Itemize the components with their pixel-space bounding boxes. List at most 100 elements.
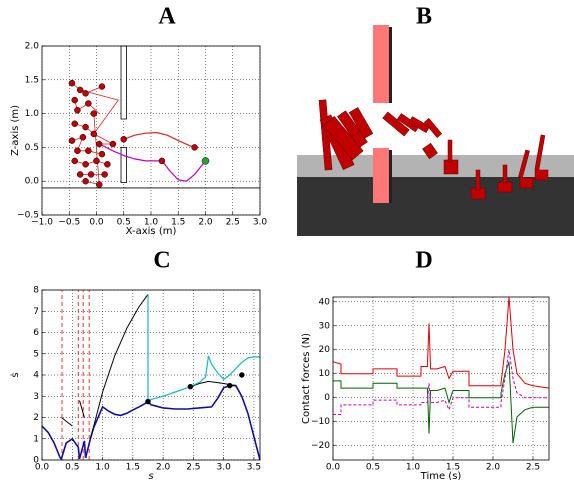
y-tick-label: 3 xyxy=(33,392,39,402)
x-tick-label: 2.5 xyxy=(526,463,540,473)
point xyxy=(158,157,166,165)
x-tick-label: 2.5 xyxy=(226,218,240,228)
x-tick-label: 2.0 xyxy=(156,463,171,473)
point xyxy=(104,161,111,168)
x-tick-label: 2.0 xyxy=(486,463,501,473)
y-tick-label: 1 xyxy=(33,434,39,444)
y-tick-label: 6 xyxy=(33,328,39,338)
plot-area xyxy=(333,297,549,460)
x-tick-label: 3.5 xyxy=(247,463,261,473)
point xyxy=(82,90,89,97)
point xyxy=(68,79,76,87)
series-line xyxy=(61,294,236,439)
panel-label: B xyxy=(416,4,432,30)
point xyxy=(90,110,98,117)
point xyxy=(76,171,84,178)
y-tick-label: 0.5 xyxy=(25,143,39,153)
x-tick-label: 0.0 xyxy=(326,463,341,473)
x-axis-label: X-axis (m) xyxy=(126,226,177,237)
x-tick-label: 1.5 xyxy=(171,218,185,228)
point xyxy=(98,83,106,90)
x-tick-label: 2.5 xyxy=(186,463,200,473)
point xyxy=(109,140,117,148)
y-tick-label: 40 xyxy=(319,297,331,307)
panel-label: A xyxy=(158,4,176,30)
y-tick-label: 1.0 xyxy=(25,109,40,119)
point xyxy=(68,137,76,144)
point xyxy=(74,147,81,155)
axes-frame xyxy=(332,296,550,461)
obstacle xyxy=(120,146,127,183)
series-line xyxy=(333,361,549,444)
y-tick-label: 30 xyxy=(319,321,331,331)
point xyxy=(187,383,194,390)
y-tick-label: 8 xyxy=(33,286,39,296)
point xyxy=(71,157,78,165)
pillar-edge xyxy=(389,150,392,203)
y-tick-label: 0 xyxy=(324,393,330,403)
y-tick-label: −20 xyxy=(311,441,330,451)
chart: −1.0 −0.5 0.0 0.5 1.0 1.5 2.0 2.5 3.0−0.50.00.51… xyxy=(10,42,267,238)
point xyxy=(95,181,103,188)
point xyxy=(239,372,245,378)
series-line xyxy=(332,296,550,389)
point xyxy=(79,134,87,141)
x-tick-label: −0.5 xyxy=(58,218,80,228)
x-tick-label: 0.0 xyxy=(89,218,104,228)
render-scene xyxy=(297,25,574,236)
x-tick-label: 0.0 xyxy=(35,463,50,473)
x-tick-label: 1.5 xyxy=(446,463,460,473)
x-tick-label: −1.0 xyxy=(31,218,53,228)
x-axis-label: Time (s) xyxy=(420,471,462,480)
pillar-edge xyxy=(389,27,392,103)
point xyxy=(85,147,92,155)
chart: 0.0 0.5 1.0 1.5 2.0 2.5 3.0 3.5 0 1 2 3 4 5 6 7 8 s ṡ xyxy=(10,286,261,480)
y-tick-label: 5 xyxy=(33,349,39,359)
x-tick-label: 1.0 xyxy=(406,463,421,473)
point xyxy=(93,157,100,165)
pillar xyxy=(373,25,389,103)
x-tick-label: 0.5 xyxy=(117,218,131,228)
point xyxy=(95,140,103,148)
x-tick-label: 1.0 xyxy=(144,218,159,228)
robot-poses xyxy=(318,99,549,200)
x-tick-label: 3.0 xyxy=(253,218,268,228)
point xyxy=(76,86,84,94)
x-tick-label: 3.0 xyxy=(217,463,232,473)
x-tick-label: 1.5 xyxy=(126,463,140,473)
point xyxy=(74,106,81,114)
y-tick-label: −0.5 xyxy=(17,211,39,221)
x-tick-label: 0.5 xyxy=(65,463,79,473)
y-tick-label: 0.0 xyxy=(25,177,40,187)
point xyxy=(85,100,92,107)
y-tick-label: 1.5 xyxy=(25,75,39,85)
obstacle xyxy=(120,45,127,120)
series-line xyxy=(41,384,261,461)
y-tick-label: 10 xyxy=(319,369,331,379)
pillar xyxy=(373,148,389,203)
y-tick-label: 0 xyxy=(33,456,39,466)
y-tick-label: −10 xyxy=(311,417,330,427)
point xyxy=(120,136,127,143)
point xyxy=(90,130,98,138)
point xyxy=(82,177,89,185)
y-axis-label: ṡ xyxy=(10,372,21,377)
axes-frame xyxy=(41,289,261,461)
panel-label: C xyxy=(153,248,170,274)
point xyxy=(191,144,198,151)
y-axis-label: Contact forces (N) xyxy=(301,333,312,424)
point xyxy=(71,96,78,104)
x-axis-label: s xyxy=(148,471,153,480)
x-tick-label: 1.0 xyxy=(95,463,110,473)
point xyxy=(98,150,106,158)
point xyxy=(145,398,151,405)
point xyxy=(71,120,78,127)
panel-label: D xyxy=(415,248,432,274)
point xyxy=(201,157,210,165)
point xyxy=(82,123,89,131)
y-tick-label: 2 xyxy=(33,413,39,423)
series-line xyxy=(147,294,260,403)
series-line xyxy=(61,290,90,460)
point xyxy=(82,161,89,168)
